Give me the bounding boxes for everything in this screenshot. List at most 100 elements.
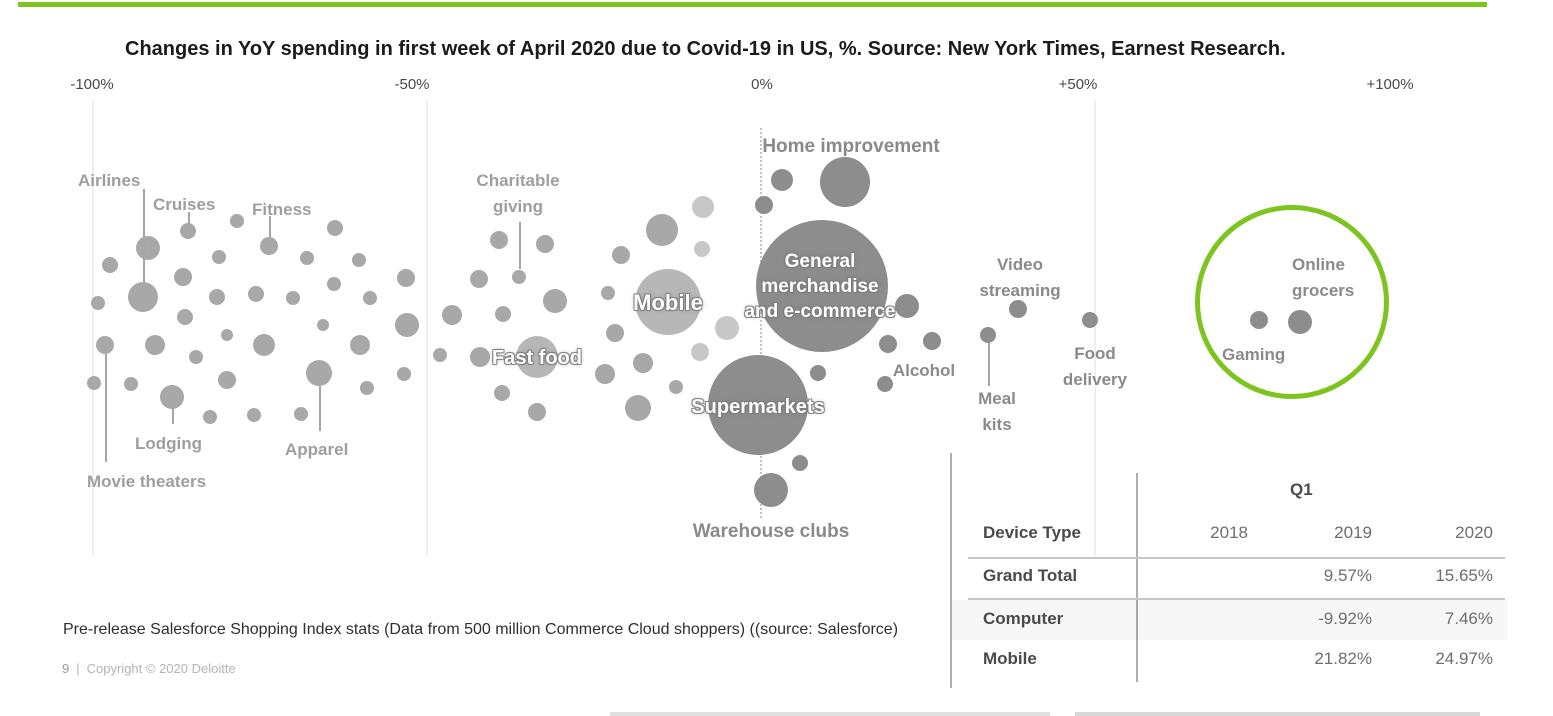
callout-line: [269, 216, 271, 238]
axis-tick-label: +50%: [1058, 76, 1098, 93]
data-bubble: [495, 306, 511, 322]
data-bubble: [177, 309, 193, 325]
category-label: Warehouse clubs: [692, 521, 850, 542]
data-bubble: [625, 395, 651, 421]
data-bubble: [352, 253, 366, 267]
data-bubble: [635, 269, 701, 335]
data-bubble: [612, 246, 630, 264]
data-bubble: [708, 355, 808, 455]
data-bubble: [633, 353, 653, 373]
data-bubble: [923, 332, 941, 350]
data-bubble: [754, 473, 788, 507]
category-label: Charitable giving: [476, 171, 560, 216]
data-bubble: [877, 376, 893, 392]
callout-line: [143, 189, 145, 283]
data-bubble: [160, 385, 184, 409]
table-row-label: Grand Total: [983, 566, 1078, 585]
data-bubble: [536, 235, 554, 253]
data-bubble: [433, 348, 447, 362]
highlight-circle: [1195, 205, 1389, 399]
gridline: [1094, 100, 1096, 556]
data-bubble: [203, 410, 217, 424]
data-bubble: [174, 268, 192, 286]
device-type-table: Q1 Device Type 2018 2019 2020 Grand Tota…: [950, 453, 1507, 688]
data-bubble: [286, 291, 300, 305]
copyright-row: 9 | Copyright © 2020 Deloitte: [62, 661, 236, 676]
table-cell: 7.46%: [1444, 609, 1493, 628]
data-bubble: [879, 335, 897, 353]
gridline: [92, 100, 94, 556]
table-group-header: Q1: [1290, 480, 1313, 499]
category-label: Supermarkets: [691, 396, 825, 418]
data-bubble: [756, 220, 888, 352]
data-bubble: [87, 376, 101, 390]
gridline: [426, 100, 428, 556]
callout-line: [319, 386, 321, 431]
accent-top-bar: [18, 2, 1487, 7]
callout-line: [172, 408, 174, 424]
data-bubble: [327, 220, 343, 236]
category-label: General merchandise and e-commerce: [744, 251, 896, 323]
data-bubble: [350, 335, 370, 355]
callout-line: [188, 212, 190, 224]
category-label: Video streaming: [979, 255, 1061, 300]
data-bubble: [253, 334, 275, 356]
data-bubble: [306, 360, 332, 386]
page-number: 9: [62, 661, 70, 676]
slide-title: Changes in YoY spending in first week of…: [125, 38, 1286, 60]
callout-line: [105, 354, 107, 462]
data-bubble: [601, 286, 615, 300]
data-bubble: [91, 296, 105, 310]
data-bubble: [512, 270, 526, 284]
category-label: Movie theaters: [87, 472, 207, 491]
data-bubble: [595, 364, 615, 384]
category-label: Alcohol: [892, 361, 956, 380]
category-label: Mobile: [633, 290, 703, 315]
table-row-label: Mobile: [983, 649, 1037, 668]
category-label: Food delivery: [1062, 344, 1128, 389]
table-col-header: Device Type: [983, 523, 1081, 542]
zero-gridline: [760, 128, 762, 518]
table-year-2018: 2018: [1210, 523, 1248, 542]
category-label: Apparel: [285, 440, 349, 459]
category-label: Airlines: [78, 171, 141, 190]
table-header-rule: [968, 557, 1505, 559]
data-bubble: [395, 313, 419, 337]
data-bubble: [260, 237, 278, 255]
data-bubble: [209, 289, 225, 305]
data-bubble: [145, 335, 165, 355]
data-bubble: [470, 270, 488, 288]
category-label: Home improvement: [762, 136, 940, 157]
data-bubble: [300, 251, 314, 265]
data-bubble: [792, 455, 808, 471]
data-bubble: [516, 336, 558, 378]
data-bubble: [755, 196, 773, 214]
table-year-2020: 2020: [1455, 523, 1493, 542]
data-bubble: [221, 329, 233, 341]
data-bubble: [230, 214, 244, 228]
category-label: Fast food: [492, 347, 582, 369]
data-bubble: [327, 277, 341, 291]
data-bubble: [771, 169, 793, 191]
data-bubble: [1082, 312, 1098, 328]
data-bubble: [189, 350, 203, 364]
data-bubble: [810, 365, 826, 381]
data-bubble: [136, 236, 160, 260]
table-grandtotal-rule: [968, 598, 1505, 600]
separator: |: [76, 661, 80, 676]
callout-line: [988, 343, 990, 386]
table-cell: 9.57%: [1323, 566, 1372, 585]
data-bubble: [248, 286, 264, 302]
data-bubble: [442, 305, 462, 325]
copyright-text: Copyright © 2020 Deloitte: [86, 661, 236, 676]
data-bubble: [715, 316, 739, 340]
data-bubble: [528, 403, 546, 421]
axis-tick-label: -100%: [70, 76, 114, 93]
data-bubble: [606, 324, 624, 342]
data-bubble: [820, 157, 870, 207]
data-bubble: [180, 223, 196, 239]
data-bubble: [646, 214, 678, 246]
callout-line: [519, 222, 521, 269]
data-bubble: [124, 377, 138, 391]
